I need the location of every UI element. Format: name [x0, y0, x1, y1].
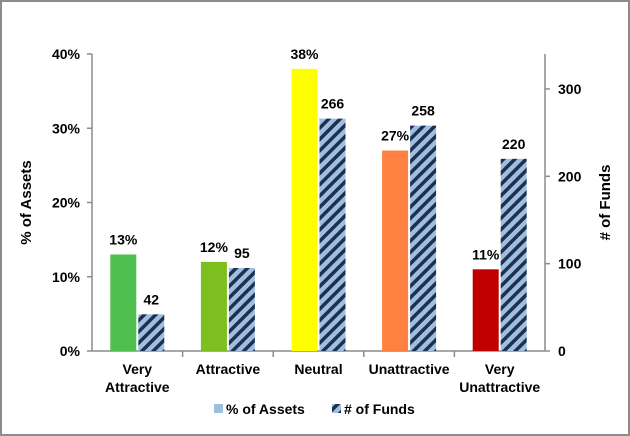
bar-pct-assets [472, 269, 499, 351]
bar-num-funds [500, 158, 527, 351]
y-tick-label-right: 0 [558, 343, 566, 359]
data-label-num-funds: 220 [502, 136, 526, 152]
y-tick-label-left: 30% [52, 120, 81, 136]
bars [110, 68, 527, 351]
x-tick-label: Attractive [196, 361, 261, 377]
data-label-num-funds: 95 [234, 245, 250, 261]
x-tick-label: Unattractive [459, 379, 540, 395]
data-label-num-funds: 266 [321, 96, 345, 112]
y-tick-label-right: 300 [558, 81, 582, 97]
y-tick-label-right: 100 [558, 256, 582, 272]
data-label-pct-assets: 38% [290, 46, 319, 62]
y-tick-label-right: 200 [558, 168, 582, 184]
data-label-pct-assets: 27% [381, 128, 410, 144]
bar-num-funds [228, 268, 255, 351]
x-tick-label: Very [485, 361, 515, 377]
axes: 0% 10% 20% 30% 40% 0 100 200 300 Very Attractive At… [18, 46, 614, 395]
data-label-num-funds: 258 [411, 103, 435, 119]
bar-num-funds [410, 125, 437, 351]
bar-pct-assets [110, 254, 137, 351]
data-label-pct-assets: 11% [472, 246, 500, 262]
x-tick-label: Attractive [105, 379, 170, 395]
bar-num-funds [138, 314, 165, 351]
data-labels: 13% 42 12% 95 38% 266 27%258 11% 220 [109, 46, 525, 307]
legend-label-num-funds: # of Funds [344, 401, 415, 417]
bar-pct-assets [291, 68, 318, 351]
bar-pct-assets [382, 150, 409, 351]
data-label-num-funds: 42 [144, 291, 160, 307]
legend-label-pct-assets: % of Assets [226, 401, 305, 417]
x-tick-label: Neutral [294, 361, 342, 377]
y-tick-label-left: 10% [52, 269, 81, 285]
legend: % of Assets # of Funds [214, 401, 415, 417]
x-tick-label: Very [123, 361, 153, 377]
y-axis-title-left: % of Assets [18, 160, 35, 244]
data-label-pct-assets: 12% [200, 239, 229, 255]
y-axis-title-right: # of Funds [597, 165, 614, 241]
data-label-pct-assets: 13% [109, 231, 138, 247]
legend-swatch-num-funds [332, 404, 341, 413]
y-tick-label-left: 40% [52, 46, 81, 62]
bar-pct-assets [200, 261, 227, 351]
legend-swatch-pct-assets [214, 404, 223, 413]
bar-num-funds [319, 118, 346, 351]
x-tick-label: Unattractive [369, 361, 450, 377]
y-tick-label-left: 20% [52, 195, 81, 211]
y-tick-label-left: 0% [60, 343, 81, 359]
